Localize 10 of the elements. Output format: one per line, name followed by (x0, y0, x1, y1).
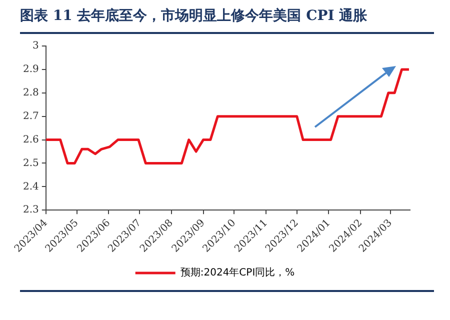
y-tick-label: 2.8 (22, 87, 39, 98)
y-tick-label: 2.3 (22, 204, 39, 216)
y-tick-label: 2.4 (22, 181, 39, 192)
y-tick-label: 2.6 (22, 134, 39, 146)
legend-label: 预期:2024年CPI同比，% (180, 266, 295, 279)
y-tick-label: 2.5 (22, 158, 39, 169)
y-tick-label: 2.7 (22, 110, 39, 122)
y-tick-label: 3 (32, 40, 39, 52)
y-tick-label: 2.9 (22, 64, 39, 76)
chart-title: 图表 11 去年底至今，市场明显上修今年美国 CPI 通胀 (20, 7, 368, 25)
